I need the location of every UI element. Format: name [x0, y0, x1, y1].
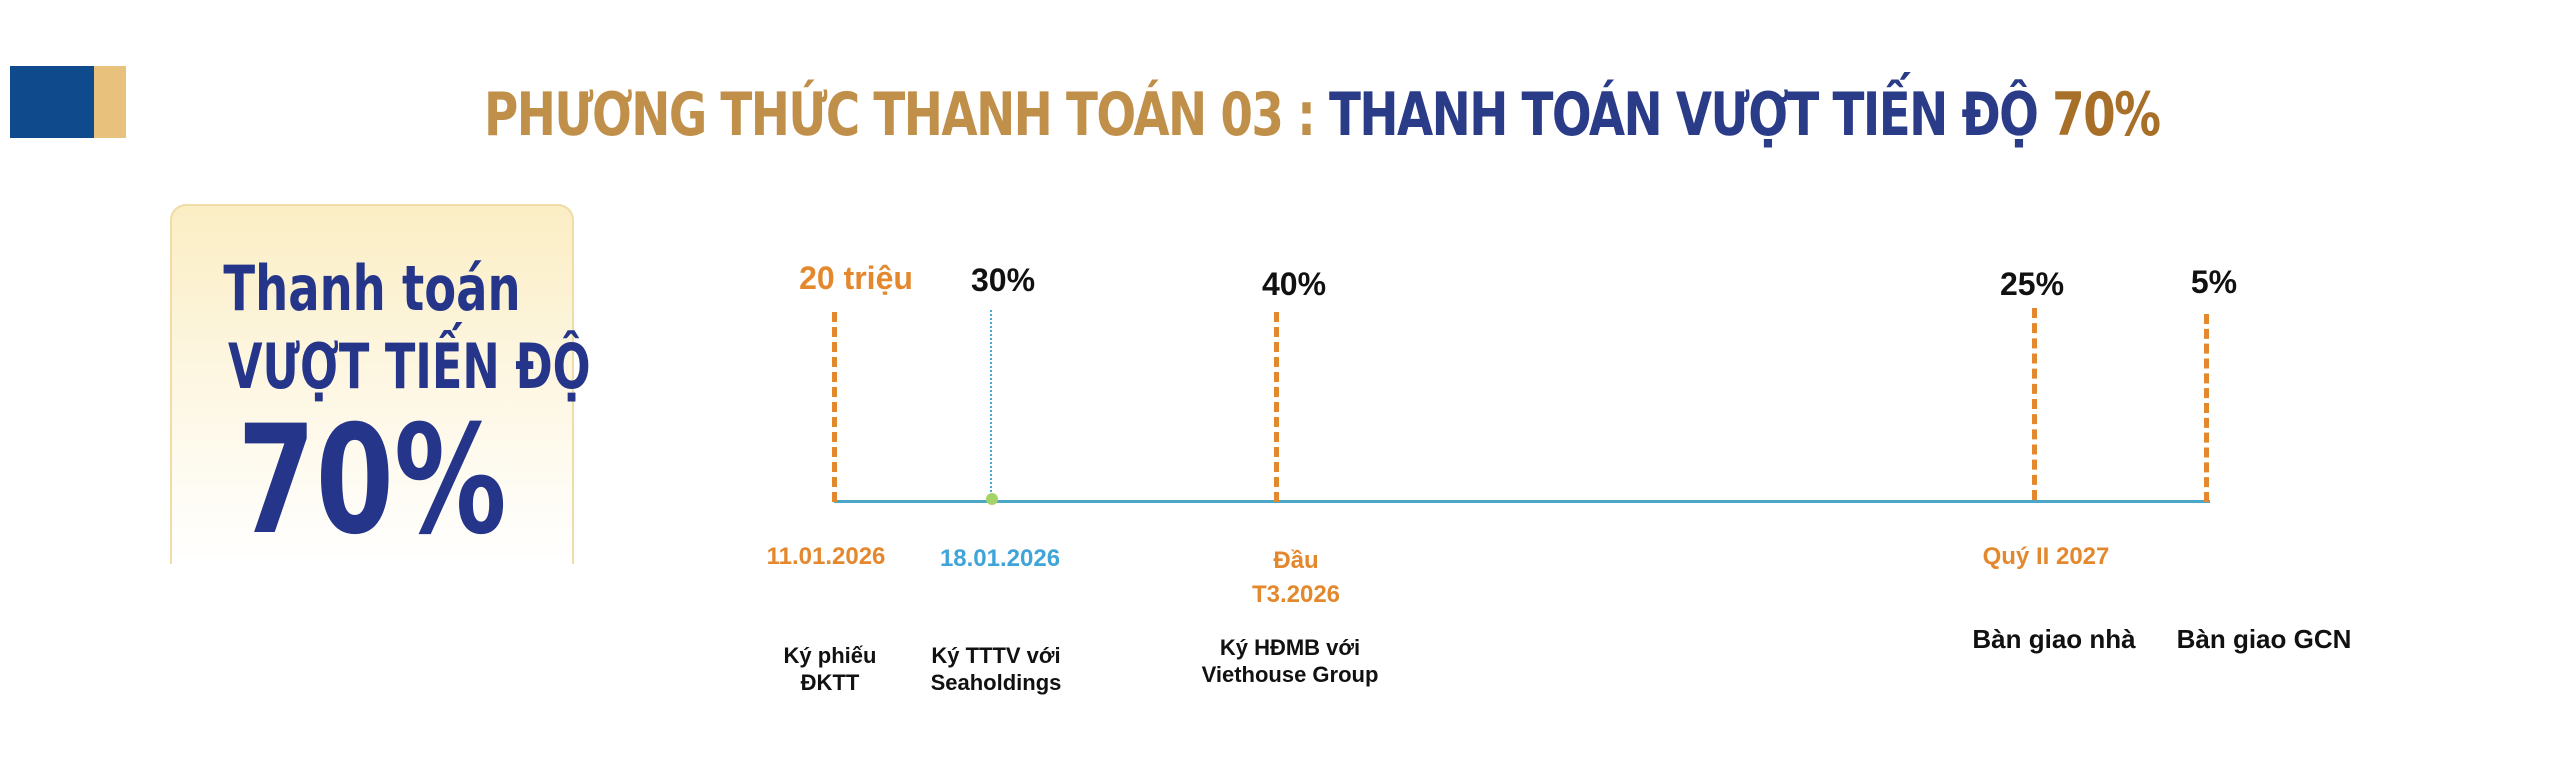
milestone-tick-5: [2204, 314, 2209, 502]
corner-decoration-gold: [94, 66, 126, 138]
milestone-desc-1-line1: Ký phiếu: [783, 643, 877, 668]
milestone-tick-4: [2032, 308, 2037, 500]
highlight-line2: VƯỢT TIẾN ĐỘ: [228, 330, 591, 403]
milestone-dot-2: [986, 493, 998, 505]
milestone-desc-3: Ký HĐMB với Viethouse Group: [1202, 634, 1379, 688]
title-part-percent: 70%: [2052, 80, 2161, 150]
milestone-date-3: Đầu T3.2026: [1252, 544, 1340, 612]
milestone-desc-1-line2: ĐKTT: [800, 670, 860, 695]
milestone-date-3-line1: Đầu: [1273, 547, 1319, 574]
milestone-desc-1: Ký phiếu ĐKTT: [784, 642, 877, 696]
milestone-desc-2-line1: Ký TTTV với: [931, 643, 1061, 668]
milestone-desc-3-line2: Viethouse Group: [1201, 662, 1379, 687]
milestone-amount-2: 30%: [970, 262, 1036, 298]
highlight-line1: Thanh toán: [223, 252, 521, 325]
milestone-amount-3: 40%: [1261, 266, 1327, 302]
title-part-label: THANH TOÁN VƯỢT TIẾN ĐỘ: [1328, 80, 2053, 150]
milestone-amount-5: 5%: [2190, 264, 2238, 300]
title-part-method: PHƯƠNG THỨC THANH TOÁN 03 :: [484, 80, 1329, 150]
timeline-line: [834, 500, 2210, 503]
milestone-tick-2: [990, 310, 992, 500]
milestone-desc-5: Bàn giao GCN: [2176, 624, 2352, 654]
page-title: PHƯƠNG THỨC THANH TOÁN 03 : THANH TOÁN V…: [484, 80, 2161, 150]
milestone-date-1: 11.01.2026: [766, 543, 886, 570]
milestone-desc-3-line1: Ký HĐMB với: [1219, 635, 1361, 660]
milestone-tick-1: [832, 312, 837, 502]
highlight-card: Thanh toán VƯỢT TIẾN ĐỘ 70%: [170, 204, 591, 568]
milestone-date-2: 18.01.2026: [939, 545, 1061, 572]
milestone-date-3-line2: T3.2026: [1251, 581, 1341, 608]
milestone-desc-2: Ký TTTV với Seaholdings: [931, 642, 1062, 696]
milestone-tick-3: [1274, 312, 1279, 502]
milestone-desc-2-line2: Seaholdings: [930, 670, 1062, 695]
milestone-amount-1: 20 triệu: [799, 260, 913, 296]
milestone-amount-4: 25%: [1999, 266, 2065, 302]
milestone-date-4: Quý II 2027: [1982, 543, 2110, 570]
milestone-desc-4: Bàn giao nhà: [1972, 624, 2136, 654]
corner-decoration-blue: [10, 66, 94, 138]
highlight-percent: 70%: [237, 394, 507, 568]
